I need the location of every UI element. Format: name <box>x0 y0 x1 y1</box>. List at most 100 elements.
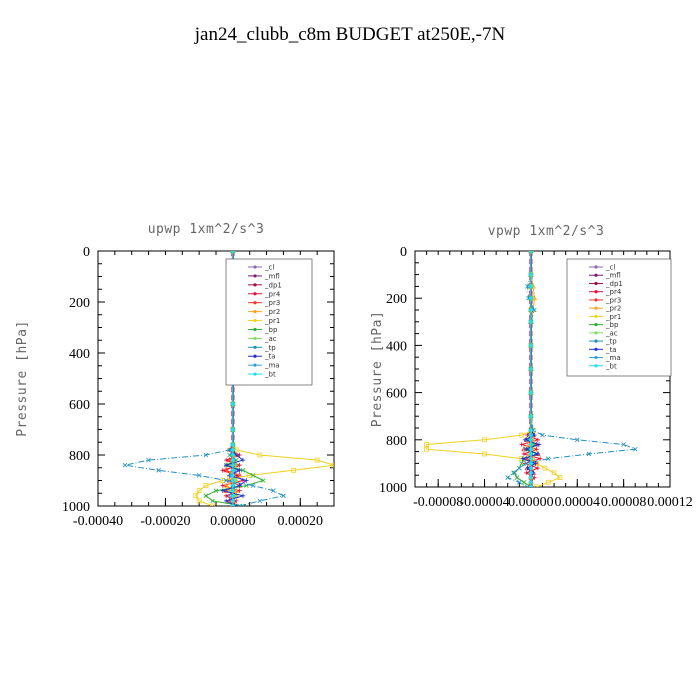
legend-marker <box>253 354 257 358</box>
data-point-bp <box>240 468 246 473</box>
data-point-ta <box>240 493 246 498</box>
data-point-pr1 <box>482 451 487 457</box>
data-point-bt <box>230 503 236 506</box>
legend-label: _dp1 <box>605 280 623 288</box>
legend-label: _tp <box>264 344 276 352</box>
data-point-bt <box>528 251 534 254</box>
data-point-tp <box>505 475 511 480</box>
data-point-pr4 <box>220 483 225 488</box>
y-tick-label: 1000 <box>62 500 90 515</box>
data-point-pr1 <box>196 488 202 494</box>
series-line-pr1 <box>426 251 561 487</box>
data-point-ta <box>237 468 242 473</box>
data-point-bt <box>528 413 534 419</box>
y-tick-label: 800 <box>386 434 407 449</box>
data-point-bt <box>230 457 236 463</box>
data-point-tp <box>227 447 232 453</box>
data-point-pr1 <box>291 467 296 473</box>
data-point-pr1 <box>551 470 557 476</box>
data-point-bt <box>230 472 236 479</box>
y-axis-label: Pressure [hPa] <box>15 320 30 437</box>
data-point-bt <box>528 283 534 290</box>
legend-marker <box>253 318 257 323</box>
legend-marker <box>253 292 257 296</box>
legend-label: _pr3 <box>264 299 280 307</box>
data-point-bt <box>230 251 236 254</box>
y-axis-label: Pressure [hPa] <box>370 311 385 428</box>
legend-label: _ta <box>605 346 617 354</box>
chart-panel-1: upwp 1xm^2/s^3 Pressure [hPa] 0 200 400 600 80… <box>15 222 335 529</box>
y-tick-label: 200 <box>386 292 407 307</box>
data-point-tp <box>146 457 151 463</box>
data-point-bt <box>528 342 534 349</box>
legend-marker <box>253 265 257 269</box>
data-point-tp <box>156 468 161 473</box>
data-point-pr4 <box>535 465 541 471</box>
data-point-bp <box>260 478 266 483</box>
data-point-pr2 <box>531 295 538 301</box>
data-point-tp <box>237 503 242 506</box>
legend-label: _ac <box>264 335 277 343</box>
legend-marker <box>594 347 598 351</box>
legend-marker <box>594 364 598 368</box>
data-point-bp <box>210 498 215 504</box>
data-point-pr1 <box>557 475 563 480</box>
data-point-bp <box>514 475 520 480</box>
legend-label: _ta <box>264 353 276 361</box>
legend-label: _tp <box>605 338 617 346</box>
legend-label: _mfl <box>605 272 621 280</box>
figure-title: jan24_clubb_c8m BUDGET at250E,-7N <box>194 24 506 45</box>
data-point-tp <box>230 251 236 254</box>
data-point-bt <box>230 482 236 489</box>
legend-marker <box>253 372 257 376</box>
data-point-bt <box>230 462 236 468</box>
data-point-bt <box>230 477 236 484</box>
legend-marker <box>253 327 257 332</box>
legend-marker <box>594 306 598 310</box>
data-point-pr2 <box>223 482 229 488</box>
data-point-bp <box>519 461 524 466</box>
data-point-bt <box>528 484 534 487</box>
legend-label: _cl <box>264 264 274 272</box>
data-point-tp <box>250 483 256 488</box>
data-point-bt <box>528 319 534 325</box>
data-point-bt <box>230 442 236 448</box>
data-point-bt <box>528 366 534 372</box>
legend-label: _bp <box>605 321 619 329</box>
data-point-pr1 <box>203 483 209 489</box>
data-point-tp <box>546 456 551 461</box>
data-point-pr3 <box>226 477 233 483</box>
data-point-ta <box>223 498 229 504</box>
x-tick-label: 0.00012 <box>647 495 693 510</box>
data-point-tp <box>523 461 529 466</box>
legend-marker <box>253 336 257 340</box>
data-point-ta <box>220 488 225 493</box>
data-point-pr4 <box>524 470 529 476</box>
y-tick-label: 200 <box>69 296 90 311</box>
data-point-pr4 <box>519 442 524 447</box>
data-point-tp <box>528 251 534 254</box>
legend-marker <box>594 323 598 327</box>
panel-title: vpwp 1xm^2/s^3 <box>488 224 605 239</box>
data-point-pr1 <box>424 442 429 447</box>
data-point-tp <box>574 437 580 443</box>
legend-label: _cl <box>605 264 615 272</box>
legend-label: _pr1 <box>264 317 280 325</box>
legend-label: _pr4 <box>264 290 281 298</box>
data-point-pr1 <box>519 432 525 438</box>
x-tick-label: -0.00040 <box>73 514 123 529</box>
legend-marker <box>594 314 598 318</box>
x-tick-label: 0.00000 <box>508 495 554 510</box>
legend-label: _ac <box>605 329 618 337</box>
x-tick-label: 0.00004 <box>555 495 601 510</box>
data-point-tp <box>257 498 263 504</box>
legend-marker <box>594 331 598 335</box>
data-point-pr4 <box>223 493 229 498</box>
legend-marker <box>253 310 257 314</box>
data-point-bt <box>230 493 236 499</box>
data-point-pr3 <box>223 467 229 473</box>
data-point-tp <box>271 488 276 493</box>
data-point-ta <box>240 457 246 463</box>
legend-box <box>566 258 672 377</box>
y-tick-label: 0 <box>400 245 407 260</box>
